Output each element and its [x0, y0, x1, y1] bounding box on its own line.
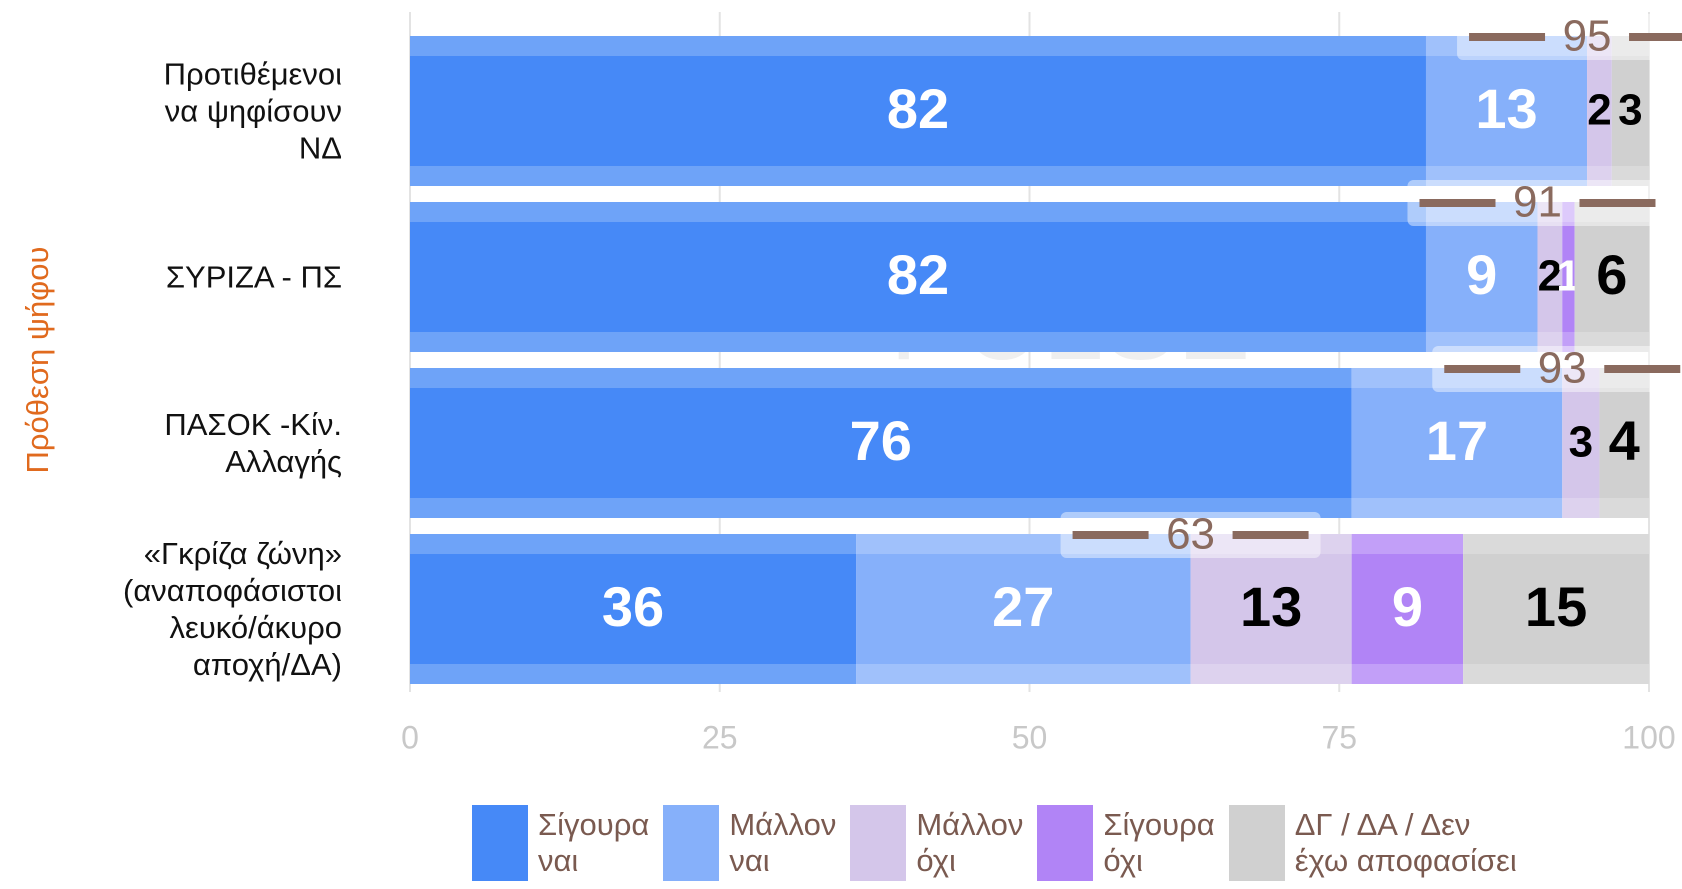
legend-label: Σίγουρα όχι	[1103, 807, 1215, 878]
bar-segment	[410, 368, 1352, 518]
bar-segment	[1463, 534, 1649, 684]
bar-segment	[1351, 368, 1563, 518]
band-highlight	[410, 664, 1649, 684]
bar-segment	[1599, 368, 1649, 518]
band-highlight	[410, 36, 1649, 56]
y-axis-label: Πρόθεση ψήφου	[20, 247, 55, 474]
bar-segment	[410, 36, 1426, 186]
bar-segment	[1425, 36, 1588, 186]
band-highlight	[410, 166, 1649, 186]
bar-segment	[410, 534, 857, 684]
data-label: 9	[1466, 243, 1497, 306]
data-label: 3	[1618, 86, 1642, 135]
data-label: 15	[1525, 575, 1587, 638]
total-box	[1060, 512, 1321, 558]
bar-segment	[1190, 534, 1352, 684]
bar-segment	[1562, 368, 1600, 518]
data-label: 2	[1538, 252, 1562, 301]
band-highlight	[410, 498, 1649, 518]
category-label: ΣΥΡΙΖΑ - ΠΣ	[165, 259, 342, 295]
data-label: 82	[887, 243, 949, 306]
band-highlight	[410, 202, 1649, 222]
data-label: 9	[1392, 575, 1423, 638]
total-box	[1407, 180, 1668, 226]
bar-segment	[1574, 202, 1649, 352]
category-label: Προτιθέμενοι να ψηφίσουν ΝΔ	[163, 56, 342, 166]
legend-swatch	[472, 805, 528, 881]
legend-item: ΔΓ / ΔΑ / Δεν έχω αποφασίσει	[1228, 805, 1517, 881]
x-tick-label: 100	[1622, 719, 1675, 755]
x-tick-label: 50	[1012, 719, 1048, 755]
legend-label: ΔΓ / ΔΑ / Δεν έχω αποφασίσει	[1294, 807, 1517, 878]
band-highlight	[410, 368, 1649, 388]
total-label: 63	[1166, 510, 1215, 559]
bar-segment	[1562, 202, 1575, 352]
bar-segment	[1351, 534, 1464, 684]
data-label: 13	[1475, 77, 1537, 140]
bar-segment	[1611, 36, 1649, 186]
legend-item: Σίγουρα όχι	[1037, 805, 1215, 881]
legend-item: Μάλλον ναι	[663, 805, 836, 881]
data-label: 3	[1569, 418, 1593, 467]
total-label: 93	[1538, 344, 1587, 393]
data-label: 6	[1596, 243, 1627, 306]
band-highlight	[410, 534, 1649, 554]
legend-swatch	[663, 805, 720, 881]
legend-item: Σίγουρα ναι	[472, 805, 649, 881]
x-tick-label: 75	[1321, 719, 1357, 755]
data-label: 13	[1240, 575, 1302, 638]
legend-label: Σίγουρα ναι	[538, 807, 650, 878]
legend-swatch	[1228, 805, 1285, 881]
legend-swatch	[850, 805, 907, 881]
data-label: 82	[887, 77, 949, 140]
data-label: 17	[1426, 409, 1488, 472]
bar-segment	[1537, 202, 1563, 352]
total-label: 95	[1563, 12, 1612, 61]
data-label: 2	[1587, 86, 1611, 135]
total-label: 91	[1513, 178, 1562, 227]
data-label: 4	[1609, 409, 1640, 472]
band-highlight	[410, 332, 1649, 352]
legend-label: Μάλλον όχι	[916, 807, 1024, 878]
bar-segment	[1587, 36, 1612, 186]
legend-label: Μάλλον ναι	[729, 807, 837, 878]
category-label: ΠΑΣΟΚ -Κίν. Αλλαγής	[164, 407, 342, 479]
data-label: 36	[602, 575, 664, 638]
bar-segment	[1425, 202, 1538, 352]
bar-segment	[856, 534, 1191, 684]
legend: Σίγουρα ναι Μάλλον ναι Μάλλον όχι Σίγουρα ό…	[472, 805, 1517, 881]
legend-swatch	[1037, 805, 1094, 881]
x-tick-label: 25	[702, 719, 738, 755]
bar-segment	[410, 202, 1426, 352]
category-label: «Γκρίζα ζώνη» (αναποφάσιστοι λευκό/άκυρο…	[123, 536, 342, 682]
legend-item: Μάλλον όχι	[850, 805, 1023, 881]
total-box	[1432, 346, 1682, 392]
total-box	[1457, 14, 1682, 60]
x-tick-label: 0	[401, 719, 419, 755]
data-label: 27	[992, 575, 1054, 638]
data-label: 76	[850, 409, 912, 472]
